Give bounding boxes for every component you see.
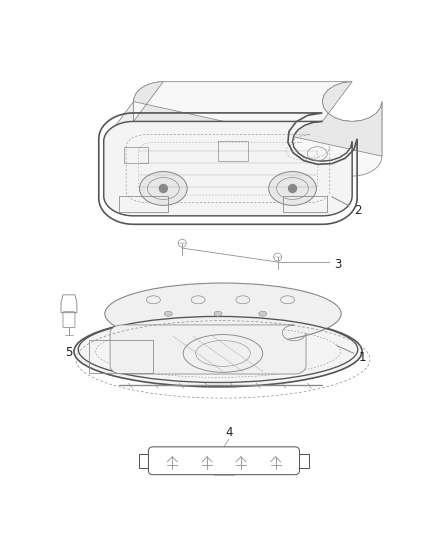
Polygon shape (104, 122, 352, 216)
Text: 3: 3 (334, 257, 342, 271)
Text: 4: 4 (225, 426, 233, 439)
Ellipse shape (214, 311, 222, 316)
Polygon shape (110, 325, 306, 374)
Ellipse shape (74, 316, 362, 387)
Ellipse shape (105, 283, 341, 344)
Polygon shape (104, 102, 163, 216)
Ellipse shape (268, 172, 316, 205)
Text: 5: 5 (65, 346, 73, 359)
Ellipse shape (164, 311, 172, 316)
Text: 1: 1 (337, 345, 367, 364)
Text: 2: 2 (332, 197, 362, 217)
Circle shape (289, 184, 297, 192)
Circle shape (159, 184, 167, 192)
Polygon shape (104, 82, 382, 196)
Polygon shape (134, 82, 382, 176)
Ellipse shape (259, 311, 267, 316)
Ellipse shape (140, 172, 187, 205)
